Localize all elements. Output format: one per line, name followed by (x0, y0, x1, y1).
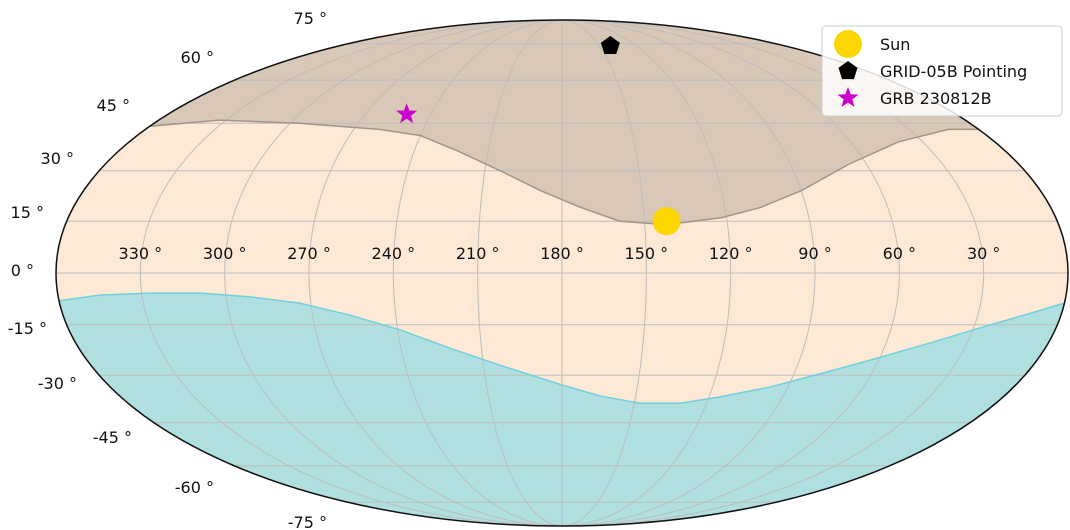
lon-tick-label: 90 ° (798, 244, 831, 263)
lower-region-boundary (58, 292, 1065, 404)
sky-outline (55, 19, 1069, 527)
lon-tick-label: 60 ° (883, 244, 916, 263)
lon-tick-label: 30 ° (967, 244, 1000, 263)
legend-label: Sun (880, 35, 910, 54)
lat-tick-label: -45 ° (93, 428, 132, 447)
lat-tick-label: -60 ° (175, 478, 214, 497)
lon-tick-label: 270 ° (287, 244, 331, 263)
lat-tick-label: 0 ° (11, 261, 34, 280)
upper-region-boundary (149, 119, 979, 226)
lat-tick-label: 15 ° (11, 203, 44, 222)
legend-label: GRID-05B Pointing (880, 62, 1027, 81)
lat-tick-label: -30 ° (38, 374, 77, 393)
lower-shaded-region (56, 293, 1068, 526)
lat-tick-label: 45 ° (97, 96, 130, 115)
sun-marker (652, 207, 681, 236)
lon-tick-label: 120 ° (709, 244, 753, 263)
legend-pentagon-icon (838, 61, 858, 80)
lat-tick-label: -75 ° (288, 513, 327, 530)
legend-box (821, 25, 1063, 117)
lon-tick-label: 300 ° (203, 244, 247, 263)
lat-tick-label: 60 ° (181, 48, 214, 67)
lon-tick-label: 330 ° (119, 244, 163, 263)
legend: Sun GRID-05B Pointing GRB 230812B (821, 25, 1063, 117)
lon-tick-label: 180 ° (540, 244, 584, 263)
lon-tick-label: 210 ° (456, 244, 500, 263)
lat-tick-label: 75 ° (294, 9, 327, 28)
lat-tick-label: 30 ° (41, 149, 74, 168)
legend-star-icon (837, 87, 859, 107)
lon-tick-label: 240 ° (372, 244, 416, 263)
lat-tick-label: -15 ° (8, 319, 47, 338)
legend-circle-icon (834, 30, 862, 58)
pointing-marker (600, 35, 620, 55)
lon-tick-label: 150 ° (625, 244, 669, 263)
legend-label: GRB 230812B (880, 89, 992, 108)
grb-marker (396, 103, 418, 124)
